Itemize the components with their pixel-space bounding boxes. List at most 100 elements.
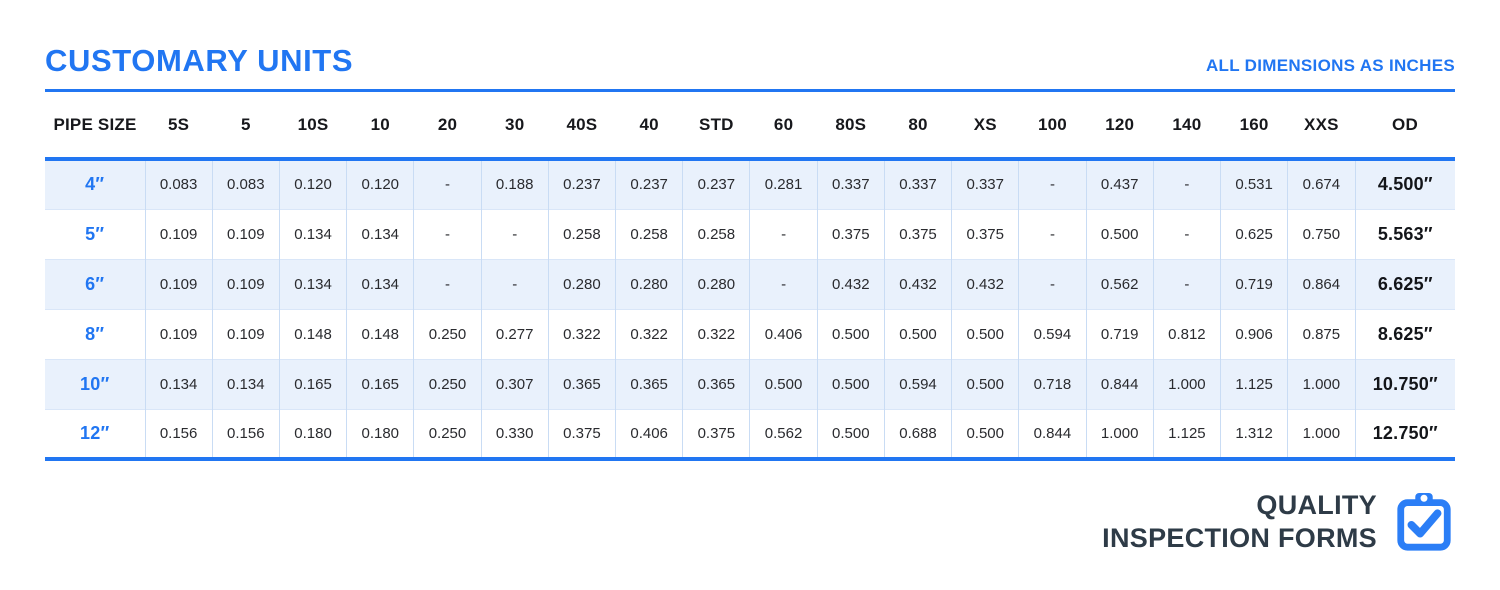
value-cell: 0.188 — [480, 159, 549, 209]
value-cell: 0.277 — [480, 308, 549, 359]
value-cell: 0.134 — [346, 258, 414, 309]
table-row: 12″ 0.156 0.156 0.180 0.180 0.250 0.330 0.375 0.… — [45, 408, 1455, 459]
value-cell: 0.337 — [951, 159, 1019, 209]
value-cell: 0.109 — [144, 208, 213, 259]
value-cell: 0.109 — [211, 308, 280, 359]
column-header-10: 10 — [370, 114, 390, 134]
value-cell: 0.500 — [816, 408, 885, 459]
value-cell: 0.375 — [951, 208, 1019, 259]
value-cell: 0.109 — [211, 208, 280, 259]
value-cell: 0.134 — [211, 358, 280, 409]
value-cell: 0.307 — [480, 358, 549, 409]
value-cell: 0.109 — [144, 308, 213, 359]
top-bar: CUSTOMARY UNITS ALL DIMENSIONS AS INCHES — [45, 42, 1455, 80]
value-cell: - — [1152, 258, 1221, 309]
value-cell: 0.406 — [749, 308, 818, 359]
value-cell: 0.906 — [1219, 308, 1288, 359]
value-cell: - — [413, 258, 482, 309]
value-cell: 1.125 — [1152, 408, 1221, 459]
table-row: 4″ 0.083 0.083 0.120 0.120-0.188 0.237 0.237 0.… — [45, 159, 1455, 209]
value-cell: 0.148 — [278, 308, 347, 359]
value-cell: 0.250 — [413, 408, 482, 459]
column-header-pipe-size: PIPE SIZE — [53, 114, 137, 134]
column-header-40s: 40S — [566, 114, 598, 134]
value-cell: 0.134 — [346, 208, 414, 259]
pipe-size-cell: 12″ — [45, 408, 145, 459]
od-cell: 6.625″ — [1354, 258, 1455, 309]
pipe-size-cell: 8″ — [45, 308, 145, 359]
value-cell: 0.365 — [682, 358, 750, 409]
value-cell: - — [1018, 208, 1087, 259]
value-cell: 0.718 — [1018, 358, 1087, 409]
value-cell: 0.500 — [1085, 208, 1154, 259]
value-cell: 0.688 — [883, 408, 952, 459]
value-cell: 0.134 — [278, 208, 347, 259]
value-cell: 0.165 — [278, 358, 347, 409]
value-cell: - — [480, 208, 549, 259]
table-body: 4″ 0.083 0.083 0.120 0.120-0.188 0.237 0.237 0.… — [45, 159, 1455, 459]
od-cell: 8.625″ — [1354, 308, 1455, 359]
value-cell: 0.500 — [749, 358, 818, 409]
value-cell: 0.875 — [1287, 308, 1355, 359]
value-cell: - — [749, 258, 818, 309]
value-cell: 1.000 — [1287, 408, 1355, 459]
value-cell: 0.432 — [951, 258, 1019, 309]
value-cell: 0.148 — [346, 308, 414, 359]
column-header-100: 100 — [1037, 114, 1067, 134]
logo-line-1: QUALITY — [1256, 490, 1377, 520]
value-cell: 0.844 — [1018, 408, 1087, 459]
pipe-schedule-table: PIPE SIZE 5S 5 10S 10 20 30 40S 40 STD 60 80S 80 XS 10… — [45, 92, 1455, 461]
table-row: 8″ 0.109 0.109 0.148 0.148 0.250 0.277 0.322 0.3… — [45, 308, 1455, 359]
table-row: 10″ 0.134 0.134 0.165 0.165 0.250 0.307 0.365 0.… — [45, 358, 1455, 409]
value-cell: 0.531 — [1219, 159, 1288, 209]
column-header-std: STD — [699, 114, 734, 134]
value-cell: 0.500 — [951, 308, 1019, 359]
column-header-10s: 10S — [297, 114, 329, 134]
value-cell: 0.156 — [144, 408, 213, 459]
pipe-size-cell: 10″ — [45, 358, 145, 409]
value-cell: 0.500 — [951, 358, 1019, 409]
value-cell: 0.165 — [346, 358, 414, 409]
value-cell: 1.312 — [1219, 408, 1288, 459]
value-cell: 0.250 — [413, 358, 482, 409]
column-header-30: 30 — [505, 114, 525, 134]
value-cell: 0.562 — [1085, 258, 1154, 309]
value-cell: 0.180 — [346, 408, 414, 459]
value-cell: - — [1018, 258, 1087, 309]
value-cell: - — [413, 159, 482, 209]
value-cell: 0.432 — [883, 258, 952, 309]
value-cell: 0.083 — [211, 159, 280, 209]
value-cell: 0.237 — [682, 159, 750, 209]
column-header-40: 40 — [639, 114, 659, 134]
value-cell: 0.375 — [682, 408, 750, 459]
value-cell: 0.281 — [749, 159, 818, 209]
value-cell: 1.000 — [1152, 358, 1221, 409]
value-cell: 0.322 — [615, 308, 683, 359]
table-row: 6″ 0.109 0.109 0.134 0.134- -0.280 0.280 0.280-… — [45, 258, 1455, 309]
value-cell: 0.258 — [682, 208, 750, 259]
column-header-od: OD — [1392, 114, 1418, 134]
value-cell: 0.250 — [413, 308, 482, 359]
value-cell: 0.594 — [883, 358, 952, 409]
value-cell: 1.000 — [1085, 408, 1154, 459]
od-cell: 5.563″ — [1354, 208, 1455, 259]
column-header-140: 140 — [1172, 114, 1202, 134]
value-cell: - — [480, 258, 549, 309]
value-cell: 0.134 — [144, 358, 213, 409]
value-cell: - — [1152, 208, 1221, 259]
value-cell: 0.844 — [1085, 358, 1154, 409]
value-cell: 0.674 — [1287, 159, 1355, 209]
pipe-size-cell: 6″ — [45, 258, 145, 309]
value-cell: 0.322 — [547, 308, 616, 359]
value-cell: 0.500 — [816, 358, 885, 409]
value-cell: 0.864 — [1287, 258, 1355, 309]
value-cell: 0.337 — [816, 159, 885, 209]
column-header-80s: 80S — [835, 114, 867, 134]
value-cell: 1.125 — [1219, 358, 1288, 409]
column-header-80: 80 — [908, 114, 928, 134]
value-cell: 0.280 — [547, 258, 616, 309]
value-cell: 1.000 — [1287, 358, 1355, 409]
value-cell: 0.625 — [1219, 208, 1288, 259]
value-cell: 0.280 — [615, 258, 683, 309]
